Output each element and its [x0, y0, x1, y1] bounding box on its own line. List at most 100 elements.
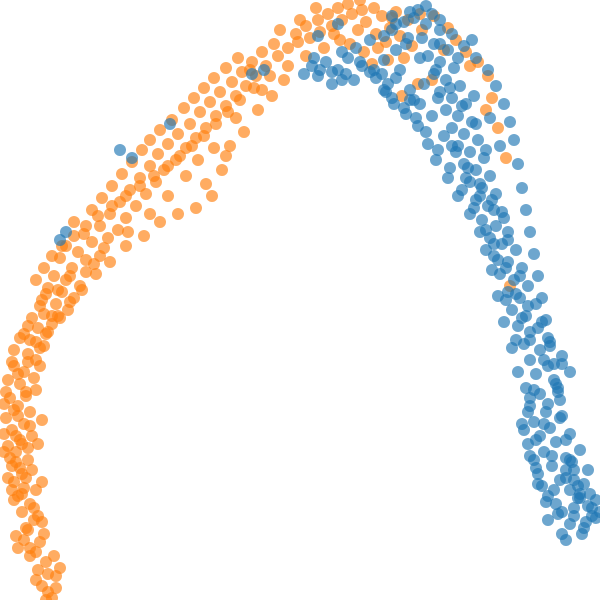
series-1-point [492, 254, 504, 266]
series-0-point [8, 344, 20, 356]
series-1-point [516, 312, 528, 324]
series-1-point [512, 158, 524, 170]
series-1-point [494, 140, 506, 152]
series-1-point [446, 92, 458, 104]
series-0-point [398, 52, 410, 64]
series-0-point [500, 152, 512, 164]
series-0-point [256, 84, 268, 96]
series-0-point [188, 92, 200, 104]
series-0-point [200, 178, 212, 190]
series-0-point [328, 28, 340, 40]
series-1-point [480, 244, 492, 256]
series-1-point [506, 304, 518, 316]
series-0-point [38, 528, 50, 540]
series-1-point [508, 134, 520, 146]
series-1-point [482, 64, 494, 76]
series-0-point [148, 170, 160, 182]
series-1-point [426, 110, 438, 122]
series-0-point [0, 446, 10, 458]
series-0-point [312, 14, 324, 26]
series-0-point [210, 118, 222, 130]
series-1-point [442, 172, 454, 184]
series-0-point [162, 138, 174, 150]
series-1-point [364, 34, 376, 46]
series-0-point [368, 2, 380, 14]
series-1-point [308, 52, 320, 64]
series-1-point [542, 398, 554, 410]
series-0-point [46, 250, 58, 262]
series-0-point [102, 232, 114, 244]
series-1-point [552, 386, 564, 398]
series-1-point [480, 144, 492, 156]
series-0-point [48, 550, 60, 562]
series-1-point [498, 98, 510, 110]
series-1-point [470, 52, 482, 64]
series-0-point [0, 398, 10, 410]
series-1-point [564, 366, 576, 378]
series-1-point [460, 172, 472, 184]
series-1-point [434, 14, 446, 26]
series-1-point [510, 288, 522, 300]
series-1-point [378, 30, 390, 42]
series-1-point [490, 220, 502, 232]
series-0-point [162, 190, 174, 202]
series-1-point [524, 354, 536, 366]
series-0-point [144, 160, 156, 172]
series-1-point [522, 406, 534, 418]
series-0-point [2, 374, 14, 386]
series-0-point [372, 42, 384, 54]
series-1-point [488, 204, 500, 216]
series-1-point [418, 78, 430, 90]
series-0-point [30, 574, 42, 586]
series-0-point [50, 298, 62, 310]
series-1-point [378, 54, 390, 66]
series-0-point [154, 124, 166, 136]
series-0-point [6, 484, 18, 496]
series-0-point [80, 220, 92, 232]
series-1-point [500, 262, 512, 274]
series-0-point [346, 8, 358, 20]
series-1-point [552, 508, 564, 520]
series-1-point [582, 500, 594, 512]
series-1-point [474, 190, 486, 202]
series-0-point [208, 142, 220, 154]
series-0-point [120, 212, 132, 224]
series-0-point [354, 0, 366, 6]
series-1-point [564, 518, 576, 530]
series-0-point [318, 42, 330, 54]
series-0-point [172, 128, 184, 140]
series-1-point [530, 462, 542, 474]
series-0-point [360, 16, 372, 28]
series-1-point [544, 336, 556, 348]
series-1-point [506, 342, 518, 354]
series-1-point [504, 116, 516, 128]
series-0-point [122, 226, 134, 238]
series-0-point [0, 428, 10, 440]
series-1-point [438, 130, 450, 142]
series-0-point [144, 134, 156, 146]
series-1-point [510, 244, 522, 256]
series-1-point [584, 488, 596, 500]
series-0-point [64, 296, 76, 308]
series-1-point [548, 358, 560, 370]
series-1-point [456, 100, 468, 112]
series-1-point [298, 68, 310, 80]
series-0-point [206, 190, 218, 202]
series-1-point [486, 264, 498, 276]
series-1-point [530, 434, 542, 446]
series-0-point [36, 294, 48, 306]
series-1-point [454, 80, 466, 92]
series-0-point [34, 360, 46, 372]
series-0-point [86, 236, 98, 248]
series-0-point [274, 24, 286, 36]
series-1-point [576, 528, 588, 540]
series-0-point [220, 150, 232, 162]
series-1-point [538, 354, 550, 366]
series-1-point [560, 434, 572, 446]
series-1-point [390, 44, 402, 56]
series-1-point [516, 418, 528, 430]
series-0-point [192, 154, 204, 166]
series-0-point [256, 46, 268, 58]
